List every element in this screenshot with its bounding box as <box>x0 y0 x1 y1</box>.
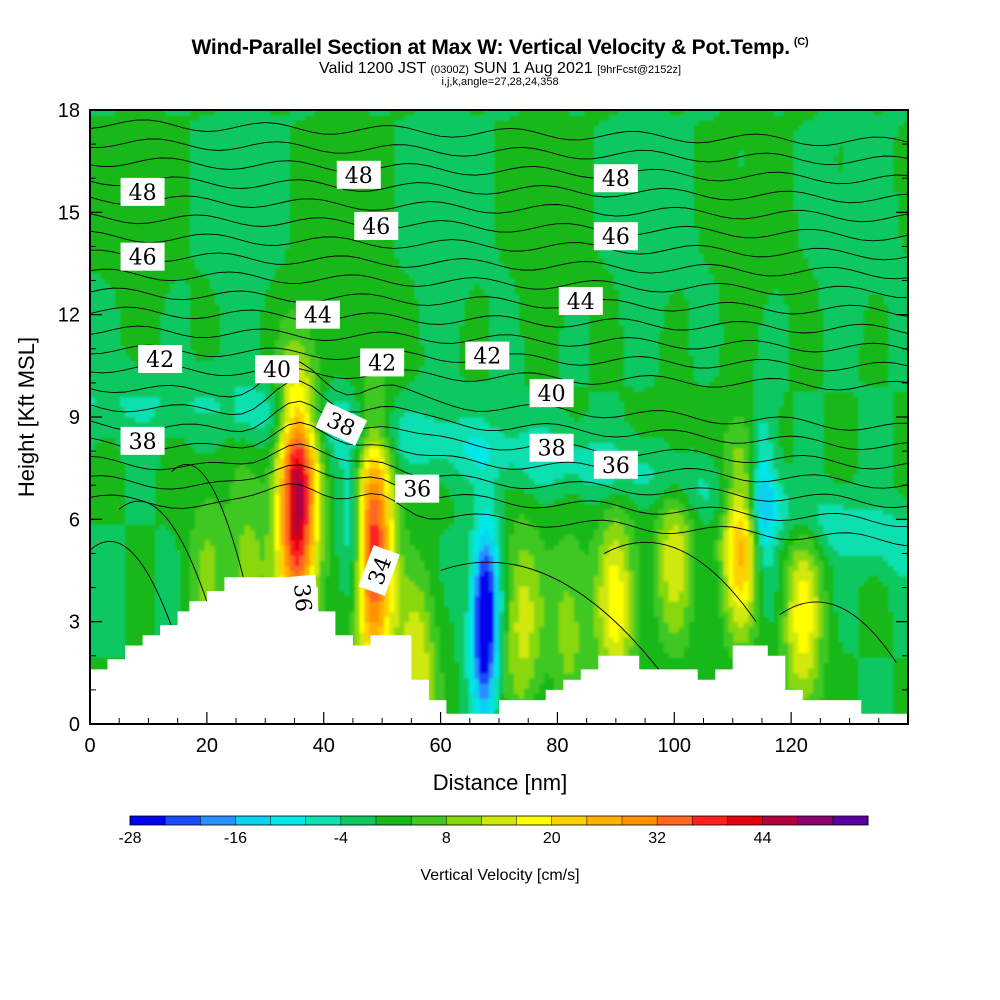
y-tick-label: 12 <box>58 305 80 327</box>
colorbar-tick-label: -4 <box>334 830 348 847</box>
theta-label: 44 <box>558 287 603 316</box>
colorbar-swatch <box>235 816 271 825</box>
theta-label: 42 <box>360 348 405 377</box>
theta-contour <box>440 561 675 691</box>
theta-contour <box>90 287 908 317</box>
colorbar-swatch <box>340 816 377 825</box>
x-tick-label: 60 <box>429 735 451 757</box>
theta-contour <box>90 483 908 547</box>
theta-label: 46 <box>120 242 165 271</box>
potential-temperature-contours <box>90 119 908 691</box>
theta-contour <box>90 119 908 147</box>
y-tick-label: 6 <box>69 509 80 531</box>
colorbar-tick-label: -16 <box>224 830 247 847</box>
theta-contour <box>90 230 908 261</box>
colorbar-swatch <box>305 816 342 825</box>
colorbar-swatch <box>411 816 447 825</box>
theta-contour <box>90 363 908 391</box>
theta-contour <box>90 325 908 353</box>
theta-contour <box>90 306 908 335</box>
theta-contour <box>90 176 908 204</box>
theta-contour <box>90 361 908 431</box>
theta-contour <box>90 443 908 508</box>
theta-label: 46 <box>354 211 399 240</box>
colorbar-swatch <box>270 816 307 825</box>
colorbar-tick-label: 8 <box>442 830 451 847</box>
theta-contour <box>90 380 908 451</box>
colorbar-swatch <box>200 816 236 825</box>
theta-contour <box>90 195 908 223</box>
x-tick-label: 0 <box>84 735 95 757</box>
theta-label: 38 <box>120 426 165 455</box>
y-tick-label: 18 <box>58 100 80 122</box>
chart-subtitle: Valid 1200 JST (0300Z) SUN 1 Aug 2021 [9… <box>318 60 682 77</box>
y-tick-label: 9 <box>69 407 80 429</box>
colorbar-swatch <box>692 816 728 825</box>
colorbar-swatch <box>516 816 553 825</box>
colorbar-tick-label: 44 <box>754 830 772 847</box>
theta-contour <box>118 500 219 639</box>
y-axis-label: Height [Kft MSL] <box>14 337 39 497</box>
theta-contour <box>90 157 908 185</box>
colorbar-swatch <box>657 816 693 825</box>
theta-label: 44 <box>295 300 340 329</box>
theta-label: 48 <box>120 177 165 206</box>
colorbar-swatch <box>586 816 623 825</box>
theta-contour <box>90 400 908 470</box>
chart-title: Wind-Parallel Section at Max W: Vertical… <box>191 36 809 59</box>
theta-label: 38 <box>315 401 368 446</box>
y-tick-label: 3 <box>69 612 80 634</box>
x-tick-label: 40 <box>313 735 335 757</box>
theta-label: 36 <box>287 574 320 621</box>
colorbar-swatch <box>832 816 869 825</box>
theta-label: 48 <box>336 160 381 189</box>
theta-label: 48 <box>593 164 638 193</box>
y-tick-label: 15 <box>58 202 80 224</box>
theta-contour <box>90 249 908 280</box>
colorbar-tick-label: 20 <box>543 830 561 847</box>
theta-label: 38 <box>529 433 574 462</box>
colorbar-swatch <box>797 816 834 825</box>
theta-contour <box>90 464 908 528</box>
theta-label: 40 <box>529 379 574 408</box>
theta-contour <box>90 138 908 166</box>
colorbar-swatch <box>551 816 588 825</box>
theta-contour <box>603 541 757 622</box>
theta-label: 36 <box>395 474 440 503</box>
x-tick-label: 100 <box>658 735 691 757</box>
theta-contour <box>90 268 908 299</box>
x-axis-label: Distance [nm] <box>433 770 568 795</box>
colorbar-tick-label: -28 <box>118 830 141 847</box>
y-tick-label: 0 <box>69 714 80 736</box>
theta-label: 36 <box>593 450 638 479</box>
theta-contour <box>90 421 908 489</box>
colorbar-swatch <box>446 816 482 825</box>
theta-contour <box>90 213 908 242</box>
theta-label: 46 <box>593 222 638 251</box>
colorbar-swatch <box>165 816 201 825</box>
x-tick-label: 80 <box>546 735 568 757</box>
x-tick-label: 20 <box>196 735 218 757</box>
x-tick-label: 120 <box>774 735 807 757</box>
colorbar: -28 -16 -4 8 20 32 44 <box>118 815 869 847</box>
chart-indices: i,j,k,angle=27,28,24,358 <box>441 76 559 88</box>
colorbar-label: Vertical Velocity [cm/s] <box>420 867 579 884</box>
colorbar-swatch <box>727 816 763 825</box>
colorbar-tick-label: 32 <box>648 830 666 847</box>
theta-label: 42 <box>138 345 183 374</box>
colorbar-swatch <box>481 816 517 825</box>
colorbar-swatch <box>376 816 412 825</box>
theta-contour <box>779 601 897 663</box>
colorbar-swatch <box>130 816 166 825</box>
colorbar-swatch <box>622 816 658 825</box>
theta-label: 40 <box>254 355 299 384</box>
colorbar-swatch <box>762 816 799 825</box>
theta-label: 42 <box>465 341 510 370</box>
